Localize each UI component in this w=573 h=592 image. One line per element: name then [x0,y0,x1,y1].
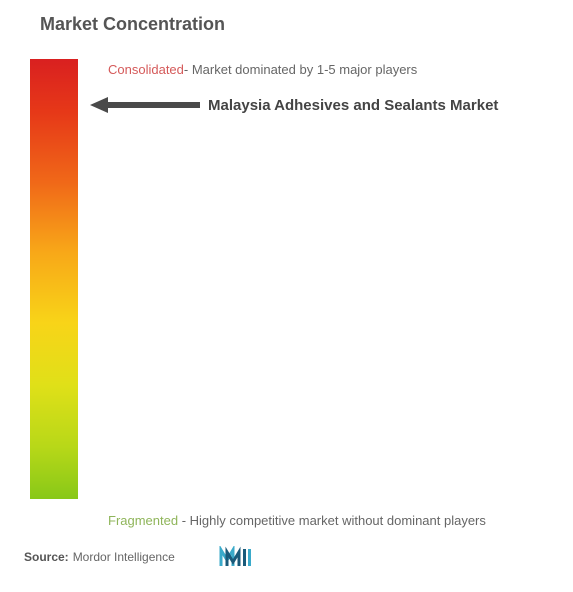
market-indicator-row: Malaysia Adhesives and Sealants Market [90,95,498,115]
consolidated-desc: - Market dominated by 1-5 major players [184,62,417,77]
arrow-left-icon [90,95,200,115]
fragmented-row: Fragmented - Highly competitive market w… [108,507,528,534]
source-name: Mordor Intelligence [73,550,175,564]
market-name-label: Malaysia Adhesives and Sealants Market [208,97,498,114]
page-title: Market Concentration [0,0,573,35]
consolidated-label: Consolidated [108,62,184,77]
source-row: Source: Mordor Intelligence [24,546,259,568]
mordor-logo-icon [219,546,259,568]
consolidated-row: Consolidated- Market dominated by 1-5 ma… [108,61,548,79]
source-label: Source: [24,550,69,564]
concentration-gradient-bar [30,59,78,499]
fragmented-desc: - Highly competitive market without domi… [178,513,486,528]
fragmented-label: Fragmented [108,513,178,528]
